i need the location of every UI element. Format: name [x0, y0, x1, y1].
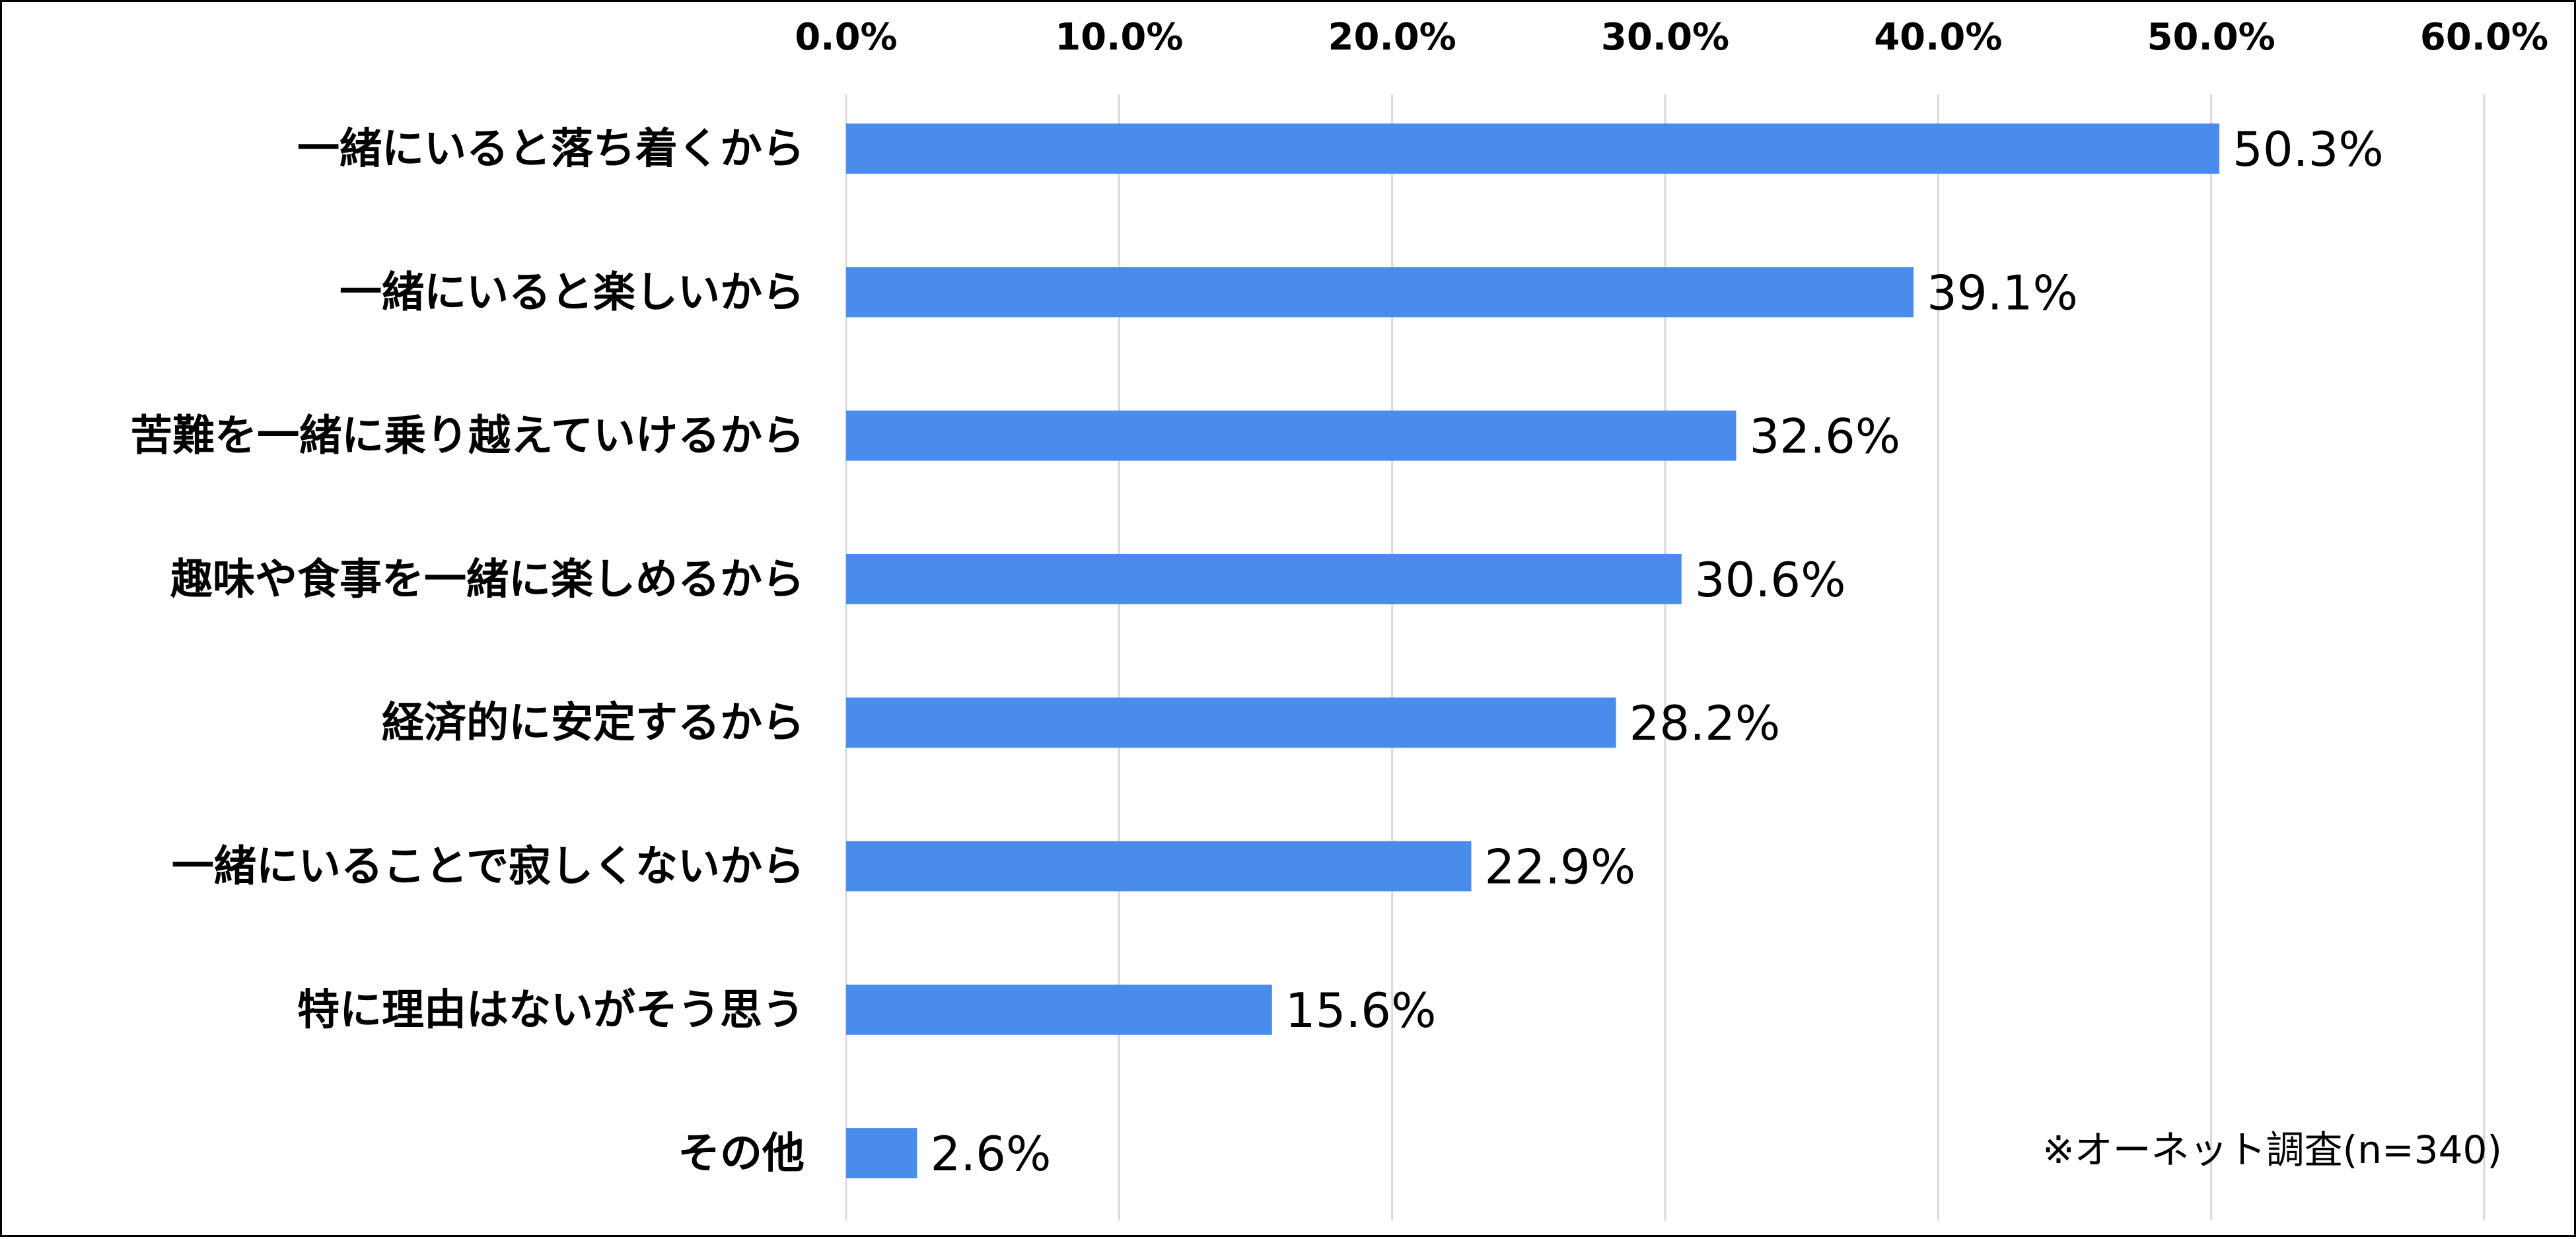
bar [846, 267, 1914, 318]
category-label: 一緒にいると楽しいから [340, 268, 805, 317]
x-tick-label: 10.0% [1055, 16, 1183, 59]
bar [846, 410, 1736, 461]
x-tick-label: 20.0% [1328, 16, 1456, 59]
category-label: その他 [678, 1129, 805, 1178]
x-tick-label: 0.0% [795, 16, 897, 59]
data-label: 50.3% [2233, 122, 2384, 177]
bar [846, 697, 1616, 748]
x-tick-label: 50.0% [2147, 16, 2275, 59]
bar [846, 553, 1682, 604]
category-label: 特に理由はないがそう思う [297, 986, 805, 1035]
bar [846, 124, 2220, 174]
category-label: 一緒にいることで寂しくないから [172, 843, 805, 892]
category-label: 趣味や食事を一緒に楽しめるから [170, 555, 805, 604]
data-label: 15.6% [1285, 983, 1437, 1038]
category-label: 一緒にいると落ち着くから [297, 125, 805, 174]
category-label: 経済的に安定するから [382, 699, 805, 748]
data-label: 2.6% [930, 1126, 1051, 1182]
survey-note: ※オーネット調査(n=340) [2042, 1127, 2502, 1172]
bar [846, 841, 1472, 892]
x-tick-label: 60.0% [2420, 16, 2548, 59]
data-label: 28.2% [1629, 695, 1781, 751]
data-label: 30.6% [1695, 552, 1846, 608]
data-label: 32.6% [1749, 409, 1900, 464]
category-label: 苦難を一緒に乗り越えていけるから [130, 412, 805, 461]
bar [846, 1128, 917, 1179]
data-label: 39.1% [1927, 265, 2078, 320]
x-tick-label: 40.0% [1874, 16, 2002, 59]
bar [846, 984, 1272, 1035]
data-label: 22.9% [1485, 839, 1636, 895]
x-tick-label: 30.0% [1601, 16, 1729, 59]
